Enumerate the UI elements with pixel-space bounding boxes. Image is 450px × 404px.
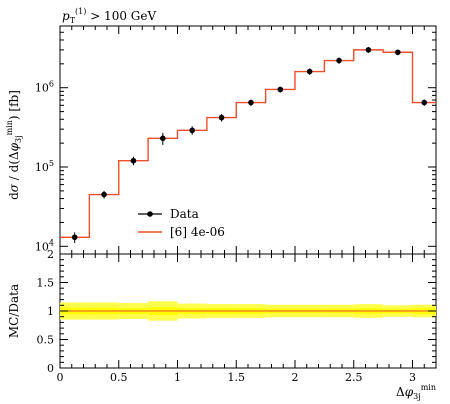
y-tick-label: 104 — [35, 238, 54, 253]
x-tick-label: 2 — [292, 371, 299, 384]
x-axis-label: Δφ3jmin — [396, 383, 436, 401]
data-point — [306, 68, 313, 75]
ratio-y-tick-label: 0.5 — [37, 334, 55, 347]
ratio-y-tick-label: 0 — [47, 362, 54, 375]
x-tick-label: 1 — [174, 371, 181, 384]
legend: Data [6] 4e-06 — [138, 207, 225, 239]
data-point — [395, 49, 401, 56]
x-tick-label: 2.5 — [345, 371, 363, 384]
legend-entry-mc: [6] 4e-06 — [138, 225, 225, 239]
pt-cut-label: pT(1) > 100 GeV — [62, 7, 156, 25]
data-point — [218, 114, 225, 121]
data-point — [336, 57, 342, 64]
x-tick-label: 3 — [409, 371, 416, 384]
mc-histogram-line — [60, 49, 436, 238]
legend-label-data: Data — [170, 207, 199, 221]
legend-entry-data: Data — [138, 207, 199, 221]
data-point — [365, 47, 372, 53]
legend-label-mc: [6] 4e-06 — [170, 225, 225, 239]
ratio-y-axis-label: MC/Data — [7, 284, 21, 338]
main-panel-frame — [59, 25, 437, 255]
ratio-y-tick-label: 1 — [47, 305, 54, 318]
ratio-plot-area: 0 0.5 1 1.5 2 0 0.5 1 1.5 2 2.5 3 — [37, 248, 437, 384]
main-plot-area: 104 105 106 — [35, 25, 437, 254]
data-point — [130, 157, 137, 164]
data-point — [248, 99, 254, 106]
y-tick-label: 106 — [35, 80, 54, 95]
data-point — [277, 86, 284, 93]
data-point — [101, 191, 107, 198]
data-point — [160, 135, 166, 142]
x-tick-label: 0 — [57, 371, 64, 384]
main-y-axis-label: dσ / d(Δφ3jmin) [fb] — [5, 90, 23, 200]
y-tick-label: 105 — [35, 159, 54, 174]
x-tick-label: 1.5 — [228, 371, 246, 384]
data-point — [71, 234, 78, 241]
data-point — [189, 127, 195, 134]
ratio-y-tick-label: 2 — [47, 248, 54, 261]
x-tick-label: 0.5 — [110, 371, 128, 384]
data-point — [421, 99, 428, 106]
ratio-y-tick-label: 1.5 — [37, 277, 55, 290]
